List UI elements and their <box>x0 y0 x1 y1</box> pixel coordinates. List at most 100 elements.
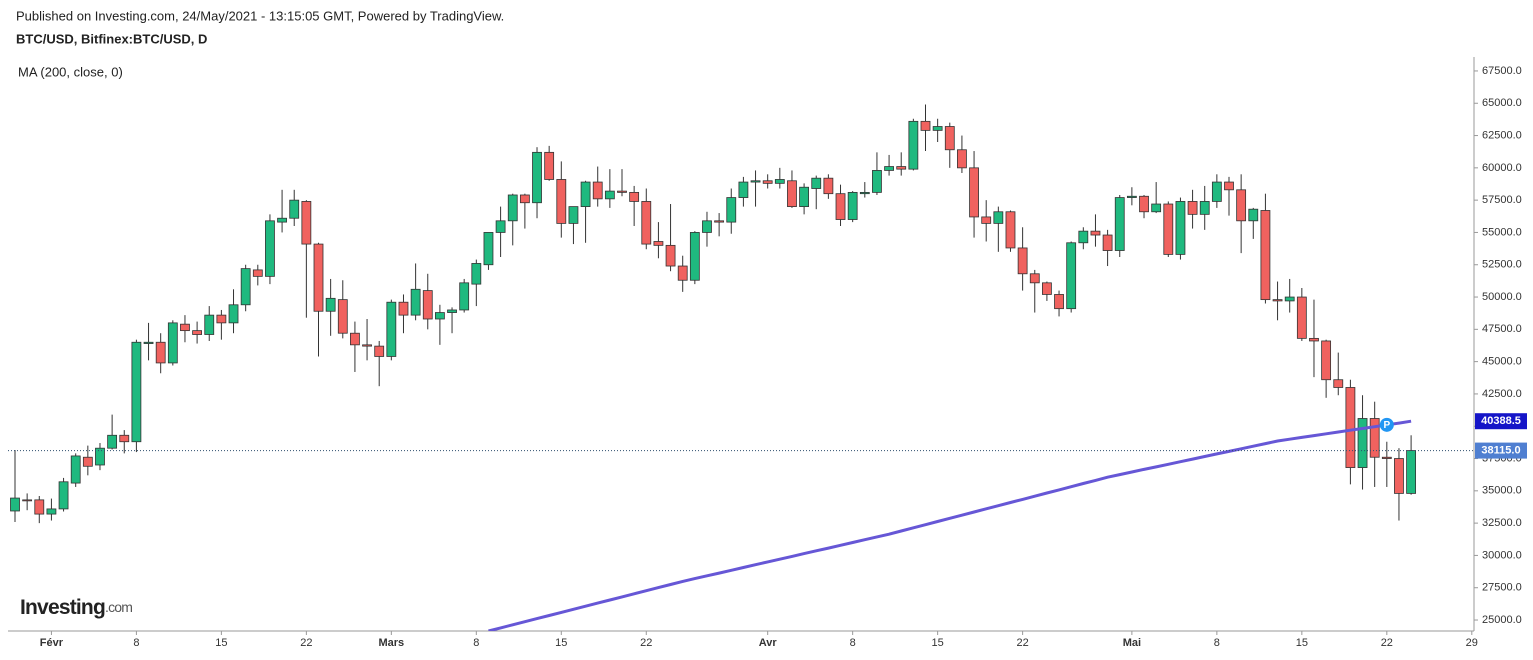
candle-body <box>1296 296 1307 339</box>
candle-body <box>1042 282 1052 295</box>
candle-body <box>665 244 676 267</box>
candle-body <box>422 290 433 320</box>
candle-body <box>677 265 688 281</box>
x-tick-label: 8 <box>133 637 139 649</box>
candle-body <box>350 332 360 346</box>
y-tick-label: 55000.0 <box>1482 226 1522 238</box>
y-tick-label: 65000.0 <box>1482 97 1522 109</box>
candle-body <box>1090 230 1101 236</box>
y-tick-label: 52500.0 <box>1482 259 1522 271</box>
candle-body <box>799 186 809 208</box>
published-note: Published on Investing.com, 24/May/2021 … <box>16 8 504 23</box>
candle-body <box>1114 197 1125 251</box>
y-tick-label: 42500.0 <box>1482 388 1522 400</box>
candle-body <box>617 190 627 193</box>
candle-body <box>774 179 785 184</box>
candle-body <box>519 194 530 204</box>
current-price-label: 38115.0 <box>1481 444 1520 456</box>
x-tick-label: 15 <box>215 637 227 649</box>
y-tick-label: 32500.0 <box>1482 517 1522 529</box>
candle-body <box>689 232 700 281</box>
candle-body <box>447 309 457 313</box>
candle-body <box>1236 189 1247 222</box>
candle-body <box>944 126 955 151</box>
candle-body <box>313 243 324 312</box>
x-tick-label: 22 <box>300 637 312 649</box>
candle-body <box>167 322 178 364</box>
logo-suffix: .com <box>105 599 132 615</box>
candle-body <box>507 194 518 222</box>
candle-body <box>1199 201 1210 215</box>
x-tick-label: 22 <box>1381 637 1393 649</box>
candle-body <box>95 447 105 466</box>
candle-body <box>714 220 725 223</box>
candle-body <box>252 269 263 277</box>
candle-body <box>957 149 967 169</box>
candle-body <box>22 499 33 502</box>
x-tick-label: 15 <box>1296 637 1308 649</box>
candle-body <box>604 190 615 200</box>
candle-body <box>1187 201 1198 215</box>
candle-body <box>702 220 712 233</box>
candle-body <box>1224 181 1234 191</box>
candle-body <box>107 434 118 449</box>
candle-body <box>10 497 20 512</box>
x-tick-label: Mai <box>1123 637 1141 649</box>
y-tick-label: 27500.0 <box>1482 582 1522 594</box>
x-tick-label: 15 <box>932 637 944 649</box>
candle-body <box>981 216 992 224</box>
candle-body <box>82 456 93 467</box>
candle-body <box>1029 273 1040 284</box>
y-tick-label: 45000.0 <box>1482 356 1522 368</box>
candle-body <box>70 455 81 484</box>
candle-body <box>180 323 190 332</box>
candle-body <box>58 481 69 510</box>
candle-body <box>1102 234 1113 251</box>
x-tick-label: 29 <box>1466 637 1478 649</box>
candle-body <box>787 180 797 208</box>
candle-body <box>592 181 603 200</box>
candle-body <box>398 301 409 316</box>
candle-body <box>568 206 579 224</box>
candle-body <box>823 177 834 195</box>
candle-body <box>629 191 640 202</box>
candle-body <box>374 345 385 357</box>
y-tick-label: 67500.0 <box>1482 65 1522 77</box>
ma-line <box>488 419 1412 631</box>
candle-body <box>34 499 45 515</box>
candle-body <box>920 120 931 131</box>
candle-body <box>1406 450 1416 494</box>
x-tick-label: 22 <box>640 637 652 649</box>
x-tick-label: 8 <box>850 637 856 649</box>
candle-body <box>580 181 591 208</box>
candle-body <box>641 201 652 245</box>
candle-body <box>495 220 506 233</box>
candle-body <box>277 217 287 223</box>
candle-body <box>1163 203 1174 255</box>
candle-body <box>1333 379 1344 388</box>
candle-body <box>1054 294 1064 310</box>
ma-value-label: 40388.5 <box>1481 415 1521 427</box>
candle-body <box>544 151 555 180</box>
candle-body <box>750 180 761 183</box>
candle-body <box>1394 458 1404 494</box>
candle-body <box>932 126 943 131</box>
marker-label: P <box>1383 420 1390 431</box>
candle-body <box>240 268 251 306</box>
candle-body <box>811 177 822 189</box>
candle-body <box>362 344 372 347</box>
y-tick-label: 25000.0 <box>1482 614 1522 626</box>
candle-body <box>738 181 749 198</box>
candle-body <box>859 191 870 195</box>
candle-body <box>155 341 166 364</box>
y-tick-label: 62500.0 <box>1482 129 1522 141</box>
marker-badge <box>1379 417 1394 432</box>
x-tick-label: 15 <box>555 637 567 649</box>
candle-body <box>1309 337 1319 342</box>
candle-body <box>993 211 1004 224</box>
candle-body <box>325 297 336 312</box>
candle-body <box>872 170 882 193</box>
candle-body <box>1369 418 1380 458</box>
candle-body <box>1357 418 1368 468</box>
